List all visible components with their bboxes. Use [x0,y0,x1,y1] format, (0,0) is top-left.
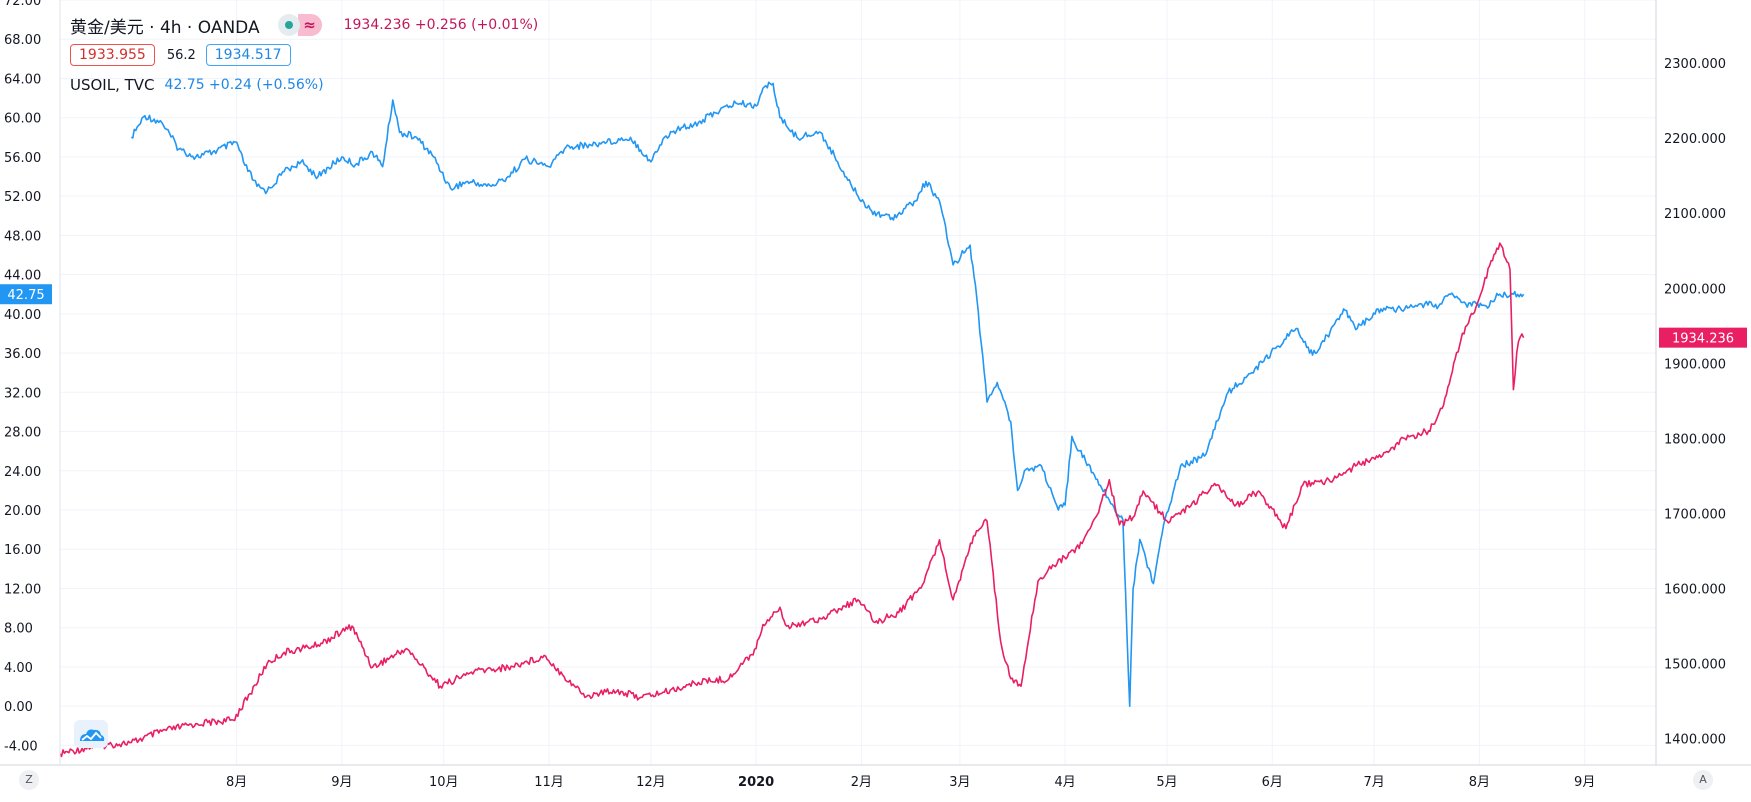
right-tick-label: 1600.000 [1664,583,1726,598]
left-tick-label: -4.00 [4,739,38,754]
logo-cloud-icon [80,729,105,741]
oil-last-price-badge [0,284,52,305]
oil-symbol-name[interactable]: USOIL, TVC [70,76,155,94]
tradingview-logo-icon[interactable] [74,720,108,748]
legend: 黄金/美元 · 4h · OANDA ≈ 1934.236 +0.256 (+0… [70,12,538,98]
legend-main-row: 黄金/美元 · 4h · OANDA ≈ 1934.236 +0.256 (+0… [70,12,538,38]
left-tick-label: 32.00 [4,386,41,401]
left-tick-label: 48.00 [4,229,41,244]
time-tick-label: 12月 [636,775,666,790]
left-tick-label: 68.00 [4,33,41,48]
left-tick-label: 24.00 [4,465,41,480]
series-layer [59,81,1525,758]
zoom-z-button[interactable]: Z [19,770,39,790]
time-tick-label: 9月 [1574,775,1595,790]
right-tick-label: 2100.000 [1664,207,1726,222]
horizontal-grid [60,0,1656,746]
left-tick-label: 4.00 [4,661,33,676]
left-tick-label: 0.00 [4,700,33,715]
left-tick-label: 12.00 [4,582,41,597]
left-axis[interactable]: -4.00 0.00 4.00 8.00 12.00 16.00 20.00 24.00 28.… [4,0,41,754]
time-tick-label: 11月 [534,775,564,790]
right-axis[interactable]: 1400.000 1500.000 1600.000 1700.000 1800.000… [1664,57,1726,748]
left-tick-label: 52.00 [4,190,41,205]
gold-last-price-label: 1934.236 [1672,332,1734,347]
left-tick-label: 20.00 [4,504,41,519]
market-status-icon[interactable] [277,14,300,36]
left-tick-label: 40.00 [4,308,41,323]
right-tick-label: 2200.000 [1664,132,1726,147]
right-tick-label: 1900.000 [1664,357,1726,372]
time-tick-label: 7月 [1364,775,1385,790]
right-tick-label: 2300.000 [1664,57,1726,72]
time-tick-label: 9月 [331,775,352,790]
last-price-labels: 42.75 1934.236 [0,284,1747,348]
legend-oil-row: USOIL, TVC 42.75 +0.24 (+0.56%) [70,72,538,98]
buy-price-button[interactable]: 1934.517 [205,44,291,66]
time-axis[interactable]: 8月 9月 10月 11月 12月 2020 2月 3月 4月 5月 6月 7月 8月 9月 [226,775,1595,790]
left-tick-label: 8.00 [4,622,33,637]
left-tick-label: 72.00 [4,0,41,9]
right-tick-label: 1500.000 [1664,658,1726,673]
spread-value: 56.2 [166,47,196,63]
gold-quote: 1934.236 +0.256 (+0.01%) [343,17,539,33]
right-tick-label: 1800.000 [1664,432,1726,447]
oil-series-line[interactable] [131,81,1525,708]
left-tick-label: 16.00 [4,543,41,558]
time-tick-label: 4月 [1054,775,1075,790]
vertical-grid [236,0,1586,765]
oil-quote: 42.75 +0.24 (+0.56%) [164,77,324,93]
right-tick-label: 1400.000 [1664,733,1726,748]
time-tick-label: 2020 [738,775,774,790]
time-tick-label: 6月 [1262,775,1283,790]
left-tick-label: 28.00 [4,426,41,441]
gold-last-price-badge [1659,327,1747,348]
left-tick-label: 64.00 [4,72,41,87]
sell-price-button[interactable]: 1933.955 [70,44,155,66]
left-tick-label: 36.00 [4,347,41,362]
time-tick-label: 10月 [429,775,459,790]
left-tick-label: 60.00 [4,112,41,127]
time-tick-label: 8月 [226,775,247,790]
time-tick-label: 2月 [851,775,872,790]
auto-scale-button[interactable]: A [1693,770,1713,790]
gold-series-line[interactable] [59,242,1525,758]
symbol-title[interactable]: 黄金/美元 · 4h · OANDA [70,17,260,38]
right-tick-label: 1700.000 [1664,508,1726,523]
time-tick-label: 3月 [949,775,970,790]
time-tick-label: 8月 [1469,775,1490,790]
oil-last-price-label: 42.75 [7,288,44,303]
wave-icon[interactable]: ≈ [297,14,322,36]
right-tick-label: 2000.000 [1664,282,1726,297]
legend-order-row: 1933.955 56.2 1934.517 [70,42,538,68]
left-tick-label: 44.00 [4,269,41,284]
left-tick-label: 56.00 [4,151,41,166]
time-tick-label: 5月 [1156,775,1177,790]
